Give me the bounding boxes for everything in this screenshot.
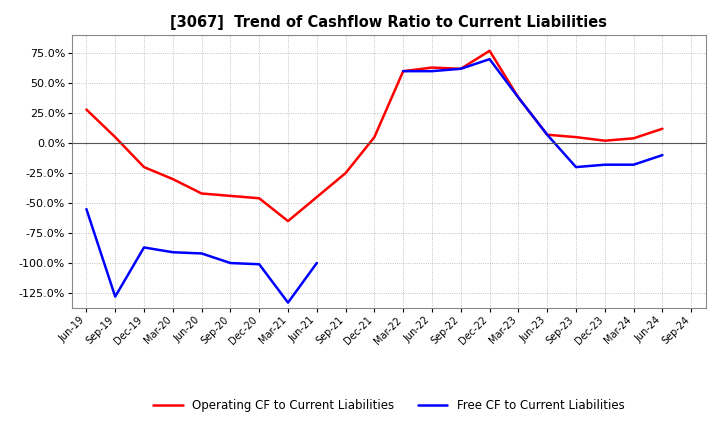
Free CF to Current Liabilities <box>485 57 494 62</box>
Operating CF to Current Liabilities <box>284 218 292 224</box>
Free CF to Current Liabilities <box>111 294 120 299</box>
Free CF to Current Liabilities <box>168 249 177 255</box>
Operating CF to Current Liabilities <box>514 95 523 100</box>
Free CF to Current Liabilities <box>543 132 552 137</box>
Operating CF to Current Liabilities <box>485 48 494 53</box>
Free CF to Current Liabilities <box>312 260 321 266</box>
Line: Free CF to Current Liabilities: Free CF to Current Liabilities <box>86 59 662 303</box>
Free CF to Current Liabilities <box>600 162 609 167</box>
Operating CF to Current Liabilities <box>629 136 638 141</box>
Operating CF to Current Liabilities <box>658 126 667 132</box>
Free CF to Current Liabilities <box>284 300 292 305</box>
Legend: Operating CF to Current Liabilities, Free CF to Current Liabilities: Operating CF to Current Liabilities, Fre… <box>148 394 629 417</box>
Operating CF to Current Liabilities <box>370 135 379 140</box>
Free CF to Current Liabilities <box>255 262 264 267</box>
Operating CF to Current Liabilities <box>111 135 120 140</box>
Line: Operating CF to Current Liabilities: Operating CF to Current Liabilities <box>86 51 662 221</box>
Operating CF to Current Liabilities <box>428 65 436 70</box>
Operating CF to Current Liabilities <box>312 194 321 200</box>
Operating CF to Current Liabilities <box>456 66 465 71</box>
Free CF to Current Liabilities <box>140 245 148 250</box>
Free CF to Current Liabilities <box>572 165 580 170</box>
Operating CF to Current Liabilities <box>226 193 235 198</box>
Free CF to Current Liabilities <box>514 95 523 100</box>
Operating CF to Current Liabilities <box>197 191 206 196</box>
Operating CF to Current Liabilities <box>82 107 91 112</box>
Free CF to Current Liabilities <box>629 162 638 167</box>
Free CF to Current Liabilities <box>82 206 91 212</box>
Operating CF to Current Liabilities <box>140 165 148 170</box>
Free CF to Current Liabilities <box>456 66 465 71</box>
Operating CF to Current Liabilities <box>600 138 609 143</box>
Free CF to Current Liabilities <box>428 69 436 74</box>
Operating CF to Current Liabilities <box>399 69 408 74</box>
Operating CF to Current Liabilities <box>168 176 177 182</box>
Operating CF to Current Liabilities <box>341 170 350 176</box>
Operating CF to Current Liabilities <box>255 196 264 201</box>
Free CF to Current Liabilities <box>197 251 206 256</box>
Title: [3067]  Trend of Cashflow Ratio to Current Liabilities: [3067] Trend of Cashflow Ratio to Curren… <box>171 15 607 30</box>
Free CF to Current Liabilities <box>658 153 667 158</box>
Free CF to Current Liabilities <box>399 69 408 74</box>
Operating CF to Current Liabilities <box>543 132 552 137</box>
Operating CF to Current Liabilities <box>572 135 580 140</box>
Free CF to Current Liabilities <box>226 260 235 266</box>
